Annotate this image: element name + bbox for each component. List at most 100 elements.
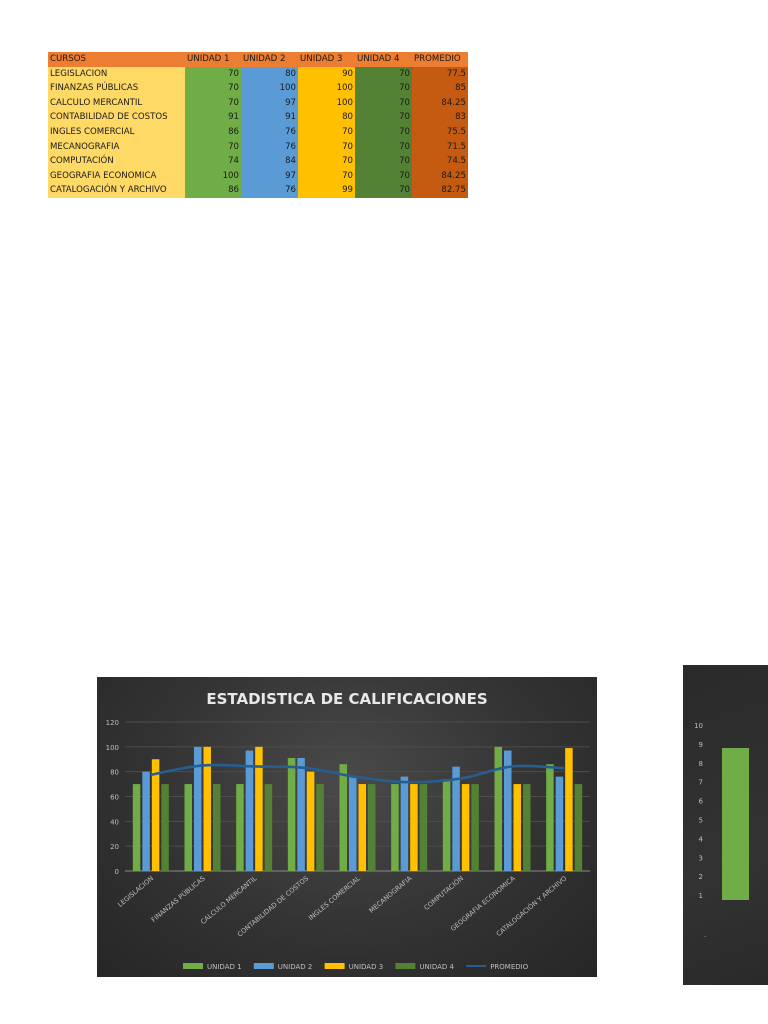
secondary-bar [722, 748, 749, 900]
legend-item-unidad-3[interactable]: UNIDAD 3 [324, 963, 384, 971]
cell-promedio: 85 [412, 81, 468, 96]
cell-curso: MECANOGRAFIA [48, 139, 185, 155]
cell-unidad-4: 70 [355, 124, 412, 140]
bar-unidad-1 [442, 779, 451, 871]
table-row: CONTABILIDAD DE COSTOS 91 91 80 70 83 [48, 110, 468, 125]
x-tick-label: INGLES COMERCIAL [307, 874, 362, 922]
header-unidad-4: UNIDAD 4 [355, 52, 412, 67]
cell-promedio: 84.25 [412, 168, 468, 184]
bar-unidad-3 [151, 759, 160, 871]
bar-unidad-3 [306, 771, 315, 871]
legend-item-unidad-1[interactable]: UNIDAD 1 [183, 963, 242, 971]
legend-swatch [324, 963, 345, 969]
cell-curso: CALCULO MERCANTIL [48, 95, 185, 111]
cell-unidad-3: 100 [298, 81, 355, 96]
bar-unidad-1 [287, 758, 296, 871]
cell-unidad-4: 70 [355, 168, 412, 184]
bar-unidad-1 [132, 784, 141, 871]
cell-unidad-2: 84 [241, 154, 298, 169]
cell-promedio: 83 [412, 110, 468, 125]
bar-unidad-4 [264, 784, 273, 871]
table-body: LEGISLACION 70 80 90 70 77.5 FINANZAS PÚBLICAS… [48, 66, 468, 198]
bar-unidad-1 [546, 764, 554, 871]
y-tick-label: 60 [110, 794, 119, 802]
bar-unidad-3 [410, 784, 418, 871]
legend-swatch [183, 963, 203, 969]
bar-unidad-2 [297, 758, 305, 871]
bar-unidad-1 [184, 784, 192, 871]
table-row: FINANZAS PÚBLICAS 70 100 100 70 85 [48, 81, 468, 96]
y-tick-label: 10 [694, 722, 703, 730]
bar-unidad-1 [339, 764, 347, 871]
bar-unidad-4 [368, 784, 376, 871]
header-promedio: PROMEDIO [412, 52, 468, 67]
cell-unidad-2: 91 [241, 110, 298, 125]
y-tick-label: 100 [106, 744, 119, 752]
cell-unidad-1: 70 [185, 66, 241, 82]
secondary-chart[interactable]: 1 2 3 4 5 6 7 8 9 10 . [683, 665, 768, 985]
legend-label: UNIDAD 2 [278, 963, 313, 971]
chart-promedio-line [150, 763, 565, 784]
secondary-chart-x-axis: . [704, 931, 706, 939]
cell-unidad-2: 97 [241, 168, 298, 184]
cell-unidad-3: 80 [298, 110, 355, 125]
cell-curso: FINANZAS PÚBLICAS [48, 81, 185, 96]
y-tick-label: 120 [106, 719, 119, 727]
cell-unidad-3: 70 [298, 139, 355, 155]
cell-promedio: 71.5 [412, 139, 468, 155]
grades-chart[interactable]: ESTADISTICA DE CALIFICACIONES 0 20 40 60 80 1… [97, 677, 597, 977]
grades-chart-canvas: ESTADISTICA DE CALIFICACIONES 0 20 40 60 80 1… [106, 690, 590, 971]
table-row: COMPUTACIÓN 74 84 70 70 74.5 [48, 154, 468, 169]
secondary-chart-bars [722, 748, 749, 900]
table-row: LEGISLACION 70 80 90 70 77.5 [48, 66, 468, 82]
legend-item-unidad-4[interactable]: UNIDAD 4 [395, 963, 454, 971]
bar-unidad-3 [358, 784, 366, 871]
bar-unidad-1 [494, 746, 502, 871]
bar-unidad-2 [194, 746, 202, 871]
cell-promedio: 74.5 [412, 154, 468, 169]
table-row: CALCULO MERCANTIL 70 97 100 70 84.25 [48, 95, 468, 111]
y-tick-label: 3 [699, 854, 703, 862]
legend-swatch [253, 963, 274, 969]
legend-label: UNIDAD 1 [207, 963, 242, 971]
legend-label: UNIDAD 3 [349, 963, 384, 971]
y-tick-label: 4 [699, 835, 704, 843]
cell-curso: INGLES COMERCIAL [48, 124, 185, 140]
table-row: MECANOGRAFIA 70 76 70 70 71.5 [48, 139, 468, 155]
cell-unidad-4: 70 [355, 183, 412, 198]
cell-unidad-1: 74 [185, 154, 241, 169]
secondary-chart-y-axis: 1 2 3 4 5 6 7 8 9 10 [694, 722, 703, 900]
cell-unidad-2: 100 [241, 81, 298, 96]
bar-unidad-3 [255, 746, 263, 871]
cell-unidad-3: 90 [298, 66, 355, 82]
bar-unidad-1 [236, 784, 244, 871]
cell-unidad-3: 100 [298, 95, 355, 111]
table-row: GEOGRAFIA ECONOMICA 100 97 70 70 84.25 [48, 168, 468, 184]
y-tick-label: 5 [699, 817, 703, 825]
x-tick-label: COMPUTACIÓN [422, 874, 465, 912]
cell-unidad-2: 97 [241, 95, 298, 111]
y-tick-label: 2 [699, 873, 703, 881]
cell-unidad-1: 70 [185, 95, 241, 111]
chart-legend: UNIDAD 1 UNIDAD 2 UNIDAD 3 UNIDAD 4 PROMEDIO [183, 963, 529, 971]
bar-unidad-2 [504, 750, 512, 871]
bar-unidad-4 [213, 784, 221, 871]
cell-curso: COMPUTACIÓN [48, 154, 185, 169]
y-tick-label: 0 [115, 868, 119, 876]
legend-swatch [395, 963, 416, 969]
y-tick-label: 1 [699, 892, 703, 900]
bar-unidad-4 [161, 784, 169, 871]
legend-item-promedio[interactable]: PROMEDIO [466, 963, 529, 971]
x-tick-label: MECANOGRAFIA [367, 874, 413, 915]
cell-unidad-1: 100 [185, 168, 241, 184]
bar-unidad-2 [555, 776, 564, 871]
cell-unidad-4: 70 [355, 95, 412, 111]
y-tick-label: 8 [699, 760, 703, 768]
bar-unidad-4 [471, 784, 479, 871]
cell-unidad-1: 86 [185, 124, 241, 140]
bar-unidad-3 [203, 746, 211, 871]
legend-item-unidad-2[interactable]: UNIDAD 2 [253, 963, 313, 971]
header-unidad-2: UNIDAD 2 [241, 52, 298, 67]
bar-unidad-2 [349, 776, 357, 871]
